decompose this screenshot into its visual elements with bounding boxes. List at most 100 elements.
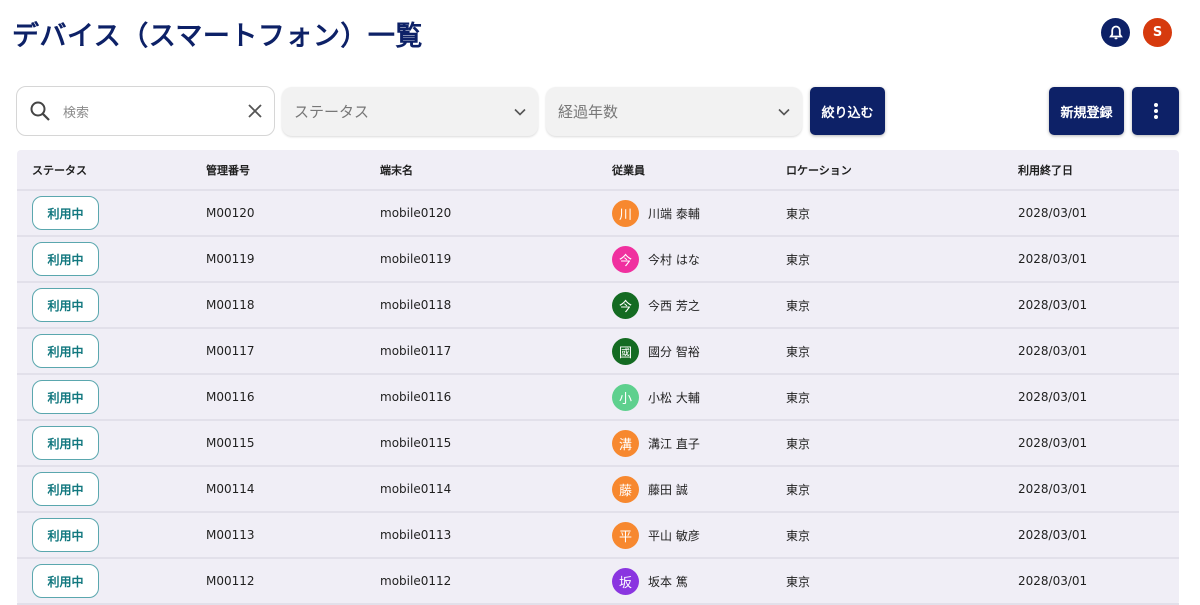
location-cell: 東京	[786, 298, 811, 313]
employee-cell: 今今村 はな	[612, 237, 700, 281]
employee-avatar: 藤	[612, 475, 639, 503]
search-icon	[30, 101, 50, 121]
status-badge[interactable]: 利用中	[32, 472, 99, 506]
filter-button[interactable]: 絞り込む	[810, 87, 885, 135]
employee-cell: 川川端 泰輔	[612, 191, 700, 235]
end-date-cell: 2028/03/01	[1018, 574, 1088, 588]
device-cell: mobile0118	[380, 298, 452, 312]
employee-name: 小松 大輔	[648, 390, 700, 405]
end-date-cell: 2028/03/01	[1018, 206, 1088, 220]
employee-cell: 平平山 敏彦	[612, 513, 700, 557]
col-end-date[interactable]: 利用終了日	[1018, 163, 1073, 177]
search-input[interactable]: 検索	[16, 86, 275, 136]
employee-avatar: 溝	[612, 429, 639, 457]
end-date-cell: 2028/03/01	[1018, 390, 1088, 404]
status-cell: 利用中	[32, 329, 99, 373]
page-title: デバイス（スマートフォン）一覧	[12, 21, 423, 52]
status-cell: 利用中	[32, 375, 99, 419]
location-cell: 東京	[786, 528, 811, 543]
location-cell: 東京	[786, 252, 811, 267]
id-cell: M00116	[206, 390, 255, 404]
status-cell: 利用中	[32, 283, 99, 327]
status-badge[interactable]: 利用中	[32, 288, 99, 322]
status-cell: 利用中	[32, 237, 99, 281]
new-registration-button[interactable]: 新規登録	[1049, 87, 1124, 135]
id-cell: M00112	[206, 574, 255, 588]
col-id[interactable]: 管理番号	[206, 163, 250, 177]
location-cell: 東京	[786, 482, 811, 497]
employee-cell: 小小松 大輔	[612, 375, 700, 419]
employee-cell: 坂坂本 篤	[612, 559, 688, 603]
employee-avatar: 小	[612, 383, 639, 411]
status-badge[interactable]: 利用中	[32, 564, 99, 598]
status-badge[interactable]: 利用中	[32, 196, 99, 230]
status-cell: 利用中	[32, 559, 99, 603]
table-row[interactable]: 利用中 M00117 mobile0117 國國分 智裕 東京 2028/03/…	[17, 329, 1179, 375]
status-cell: 利用中	[32, 421, 99, 465]
device-cell: mobile0119	[380, 252, 452, 266]
employee-avatar: 川	[612, 199, 639, 227]
status-select-label: ステータス	[294, 103, 370, 121]
status-select[interactable]: ステータス	[282, 87, 538, 136]
user-avatar[interactable]: S	[1143, 18, 1172, 47]
col-status[interactable]: ステータス	[32, 163, 87, 177]
status-badge[interactable]: 利用中	[32, 242, 99, 276]
status-badge[interactable]: 利用中	[32, 426, 99, 460]
employee-cell: 藤藤田 誠	[612, 467, 688, 511]
table-row[interactable]: 利用中 M00119 mobile0119 今今村 はな 東京 2028/03/…	[17, 237, 1179, 283]
end-date-cell: 2028/03/01	[1018, 528, 1088, 542]
chevron-down-icon	[778, 108, 790, 116]
search-placeholder: 検索	[63, 105, 90, 121]
device-cell: mobile0116	[380, 390, 452, 404]
status-badge[interactable]: 利用中	[32, 518, 99, 552]
employee-avatar: 今	[612, 291, 639, 319]
id-cell: M00117	[206, 344, 255, 358]
employee-avatar: 平	[612, 521, 639, 549]
end-date-cell: 2028/03/01	[1018, 252, 1088, 266]
id-cell: M00114	[206, 482, 255, 496]
chevron-down-icon	[514, 108, 526, 116]
device-cell: mobile0112	[380, 574, 452, 588]
employee-cell: 國國分 智裕	[612, 329, 700, 373]
device-cell: mobile0113	[380, 528, 452, 542]
id-cell: M00118	[206, 298, 255, 312]
table-row[interactable]: 利用中 M00120 mobile0120 川川端 泰輔 東京 2028/03/…	[17, 191, 1179, 237]
col-employee[interactable]: 従業員	[612, 163, 645, 177]
status-badge[interactable]: 利用中	[32, 380, 99, 414]
device-cell: mobile0117	[380, 344, 452, 358]
table-row[interactable]: 利用中 M00116 mobile0116 小小松 大輔 東京 2028/03/…	[17, 375, 1179, 421]
employee-name: 平山 敏彦	[648, 528, 700, 543]
employee-cell: 溝溝江 直子	[612, 421, 700, 465]
clear-icon[interactable]	[248, 104, 262, 118]
table-row[interactable]: 利用中 M00113 mobile0113 平平山 敏彦 東京 2028/03/…	[17, 513, 1179, 559]
device-cell: mobile0115	[380, 436, 452, 450]
device-table: ステータス 管理番号 端末名 従業員 ロケーション 利用終了日 利用中 M001…	[17, 150, 1179, 605]
id-cell: M00120	[206, 206, 255, 220]
bell-icon	[1108, 25, 1123, 39]
location-cell: 東京	[786, 206, 811, 221]
notification-button[interactable]	[1101, 18, 1130, 47]
status-badge[interactable]: 利用中	[32, 334, 99, 368]
col-location[interactable]: ロケーション	[786, 163, 852, 177]
table-row[interactable]: 利用中 M00112 mobile0112 坂坂本 篤 東京 2028/03/0…	[17, 559, 1179, 605]
location-cell: 東京	[786, 436, 811, 451]
years-select-label: 経過年数	[558, 103, 619, 121]
id-cell: M00115	[206, 436, 255, 450]
id-cell: M00113	[206, 528, 255, 542]
table-row[interactable]: 利用中 M00114 mobile0114 藤藤田 誠 東京 2028/03/0…	[17, 467, 1179, 513]
end-date-cell: 2028/03/01	[1018, 436, 1088, 450]
status-cell: 利用中	[32, 513, 99, 557]
table-row[interactable]: 利用中 M00115 mobile0115 溝溝江 直子 東京 2028/03/…	[17, 421, 1179, 467]
employee-name: 藤田 誠	[648, 482, 688, 497]
employee-avatar: 坂	[612, 567, 639, 595]
end-date-cell: 2028/03/01	[1018, 482, 1088, 496]
employee-name: 坂本 篤	[648, 574, 688, 589]
id-cell: M00119	[206, 252, 255, 266]
employee-name: 今西 芳之	[648, 298, 700, 313]
col-device[interactable]: 端末名	[380, 163, 413, 177]
more-vert-icon	[1153, 103, 1158, 119]
employee-name: 國分 智裕	[648, 344, 700, 359]
more-button[interactable]	[1132, 87, 1179, 135]
years-select[interactable]: 経過年数	[546, 87, 802, 136]
table-row[interactable]: 利用中 M00118 mobile0118 今今西 芳之 東京 2028/03/…	[17, 283, 1179, 329]
